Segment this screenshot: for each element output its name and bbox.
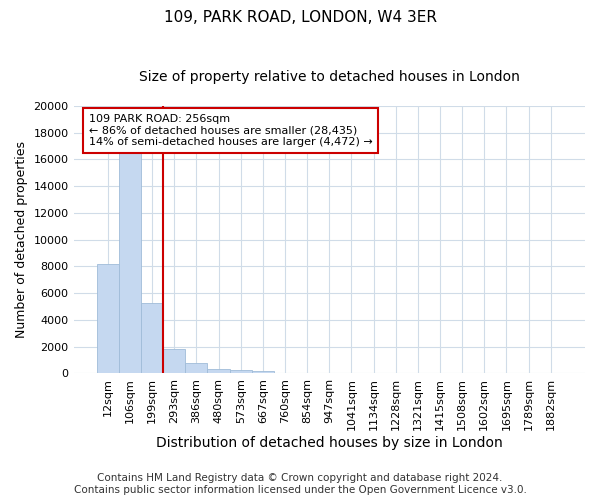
Text: Contains HM Land Registry data © Crown copyright and database right 2024.
Contai: Contains HM Land Registry data © Crown c… <box>74 474 526 495</box>
Title: Size of property relative to detached houses in London: Size of property relative to detached ho… <box>139 70 520 84</box>
Bar <box>119 152 141 374</box>
Bar <box>230 370 252 374</box>
Bar <box>185 364 208 374</box>
Text: 109 PARK ROAD: 256sqm
← 86% of detached houses are smaller (28,435)
14% of semi-: 109 PARK ROAD: 256sqm ← 86% of detached … <box>89 114 373 147</box>
Bar <box>252 371 274 374</box>
Bar <box>208 369 230 374</box>
Y-axis label: Number of detached properties: Number of detached properties <box>15 141 28 338</box>
Bar <box>97 264 119 374</box>
Text: 109, PARK ROAD, LONDON, W4 3ER: 109, PARK ROAD, LONDON, W4 3ER <box>163 10 437 25</box>
Bar <box>141 302 163 374</box>
Bar <box>163 348 185 374</box>
X-axis label: Distribution of detached houses by size in London: Distribution of detached houses by size … <box>156 436 503 450</box>
